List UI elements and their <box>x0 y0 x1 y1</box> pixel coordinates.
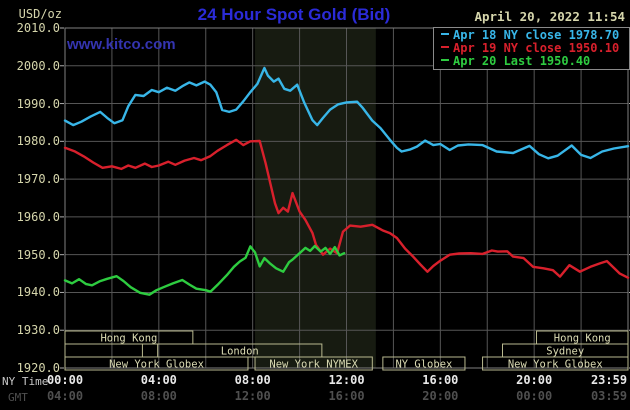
session-label: Hong Kong <box>100 333 157 345</box>
session-label: New York Globex <box>109 359 204 371</box>
ny-time-axis-caption: NY Time <box>2 375 49 388</box>
x-tick-gmt: 04:00 <box>46 389 84 403</box>
x-tick-gmt: 16:00 <box>328 389 365 403</box>
y-tick-label: 1920.0 <box>16 361 60 375</box>
nymex-hours-band <box>255 28 376 368</box>
gmt-axis-caption: GMT <box>8 391 28 404</box>
session-box-new-york-globex <box>482 356 629 371</box>
y-tick-label: 1990.0 <box>16 96 60 111</box>
x-tick-gmt: 12:00 <box>234 389 271 403</box>
chart-datetime: April 20, 2022 11:54 <box>474 9 625 24</box>
y-tick-label: 1940.0 <box>16 285 60 300</box>
y-tick-label: 1950.0 <box>16 247 60 262</box>
x-tick-ny-time: 04:00 <box>140 373 177 387</box>
kitco-watermark: www.kitco.com <box>67 36 176 53</box>
session-label: Sydney <box>546 346 584 358</box>
x-tick-ny-time: 20:00 <box>516 373 553 387</box>
legend-row-apr20: Apr 20 Last 1950.40 <box>434 55 629 68</box>
price-line-apr-20 <box>63 244 346 296</box>
apr19-line-swatch <box>441 46 449 48</box>
y-tick-label: 1980.0 <box>16 134 60 149</box>
x-tick-ny-time: 00:00 <box>46 373 84 387</box>
session-label: London <box>221 346 259 358</box>
x-tick-ny-time: 12:00 <box>328 373 365 387</box>
x-tick-ny-time: 16:00 <box>422 373 459 387</box>
session-label: New York NYMEX <box>269 359 358 371</box>
legend-row-apr18: Apr 18 NY close 1978.70 <box>434 29 629 42</box>
apr20-line-swatch <box>441 59 449 61</box>
y-tick-label: 1970.0 <box>16 172 60 187</box>
y-tick-label: 1960.0 <box>16 209 60 224</box>
x-tick-gmt: 00:00 <box>516 389 553 403</box>
x-tick-gmt: 08:00 <box>140 389 177 403</box>
session-label: New York Globex <box>508 359 603 371</box>
legend-label-apr19: Apr 19 NY close 1950.10 <box>453 41 620 55</box>
legend-label-apr20: Apr 20 Last 1950.40 <box>453 54 591 68</box>
price-line-apr-19 <box>63 138 630 279</box>
session-label: Hong Kong <box>554 333 611 345</box>
session-box-ny-globex <box>382 356 466 371</box>
x-tick-gmt: 03:59 <box>590 389 628 403</box>
legend-label-apr18: Apr 18 NY close 1978.70 <box>453 28 620 42</box>
x-tick-gmt: 20:00 <box>422 389 459 403</box>
legend-row-apr19: Apr 19 NY close 1950.10 <box>434 42 629 55</box>
session-box-unlabeled <box>64 343 143 358</box>
session-box-new-york-globex <box>64 356 249 371</box>
plot-frame <box>64 27 629 369</box>
session-label: NY Globex <box>395 359 452 371</box>
y-tick-label: 1930.0 <box>16 323 60 338</box>
price-line-apr-18 <box>63 66 630 160</box>
x-tick-ny-time: 23:59 <box>590 373 628 387</box>
y-axis-unit: USD/oz <box>18 7 62 21</box>
y-tick-label: 2010.0 <box>16 21 60 35</box>
chart-title: 24 Hour Spot Gold (Bid) <box>197 5 391 24</box>
x-tick-ny-time: 08:00 <box>234 373 271 387</box>
legend: Apr 18 NY close 1978.70 Apr 19 NY close … <box>433 27 630 70</box>
session-box-new-york-nymex <box>254 356 373 371</box>
y-tick-label: 2000.0 <box>16 58 60 73</box>
apr18-line-swatch <box>441 33 449 35</box>
